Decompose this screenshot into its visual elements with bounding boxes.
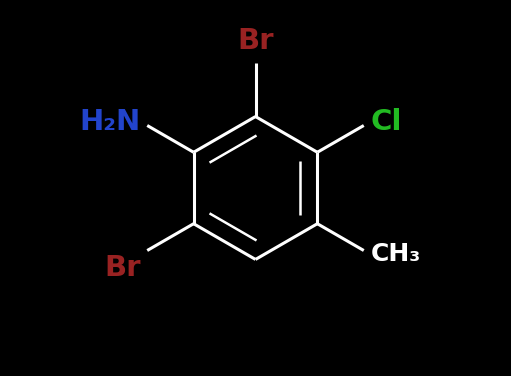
Text: Br: Br <box>237 27 274 55</box>
Text: CH₃: CH₃ <box>370 242 421 266</box>
Text: H₂N: H₂N <box>80 108 141 136</box>
Text: Cl: Cl <box>370 108 402 136</box>
Text: Br: Br <box>104 254 141 282</box>
